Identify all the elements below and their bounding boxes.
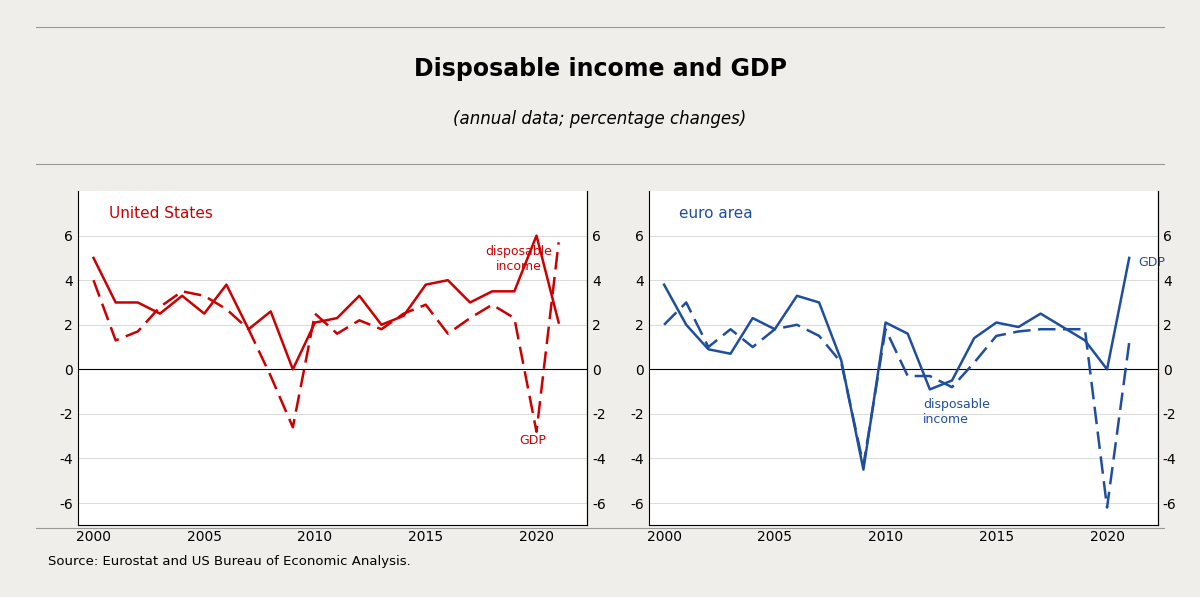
Text: disposable
income: disposable income (923, 398, 990, 426)
Text: (annual data; percentage changes): (annual data; percentage changes) (454, 110, 746, 128)
Text: euro area: euro area (679, 206, 752, 221)
Text: Disposable income and GDP: Disposable income and GDP (414, 57, 786, 81)
Text: Source: Eurostat and US Bureau of Economic Analysis.: Source: Eurostat and US Bureau of Econom… (48, 555, 410, 568)
Text: GDP: GDP (1138, 256, 1165, 269)
Text: disposable
income: disposable income (485, 245, 552, 273)
Text: GDP: GDP (518, 434, 546, 447)
Text: United States: United States (108, 206, 212, 221)
